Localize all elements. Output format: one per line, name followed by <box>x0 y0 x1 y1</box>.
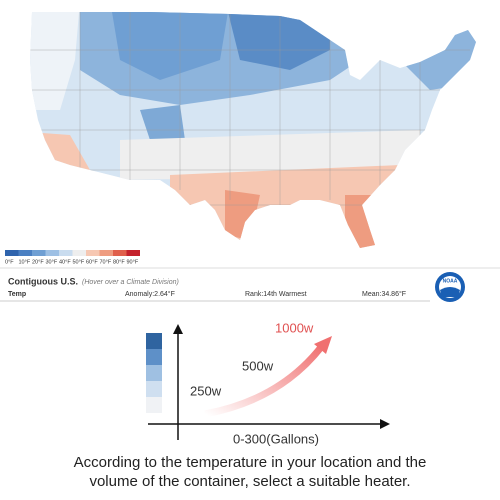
level <box>146 381 162 397</box>
rank: Rank:14th Warmest <box>245 291 307 298</box>
logo-text: NOAA <box>443 278 458 284</box>
power-label: 500w <box>242 358 274 373</box>
legend-swatch <box>59 250 73 256</box>
legend-label: 20°F <box>32 259 44 265</box>
parameter: Temp <box>8 291 26 298</box>
legend-swatch <box>72 250 86 256</box>
level <box>146 333 162 349</box>
growth-arrow <box>204 343 325 418</box>
legend-swatch <box>86 250 100 256</box>
legend-swatch <box>18 250 32 256</box>
arrowhead <box>380 419 390 429</box>
climate-map <box>30 12 476 248</box>
level <box>146 365 162 381</box>
arrowhead <box>314 336 332 354</box>
legend-label: 30°F <box>46 259 58 265</box>
legend-label: 90°F <box>127 259 139 265</box>
legend-label: 60°F <box>86 259 98 265</box>
power-label: 1000w <box>275 320 314 335</box>
legend-label: 10°F <box>19 259 31 265</box>
x-axis-label: 0-300(Gallons) <box>233 431 319 446</box>
mean: Mean:34.86°F <box>362 290 406 298</box>
legend-swatch <box>99 250 113 256</box>
legend-swatch <box>45 250 59 256</box>
color-legend: 0°F 10°F 20°F 30°F 40°F 50°F 60°F 70°F 80°F 90°F <box>5 250 140 265</box>
level <box>146 349 162 365</box>
caption: volume of the container, select a suitab… <box>89 473 410 490</box>
legend-swatch <box>126 250 140 256</box>
hint: (Hover over a Climate Division) <box>82 279 179 286</box>
legend-swatch <box>32 250 46 256</box>
power-label: 250w <box>190 383 222 398</box>
anomaly: Anomaly:2.64°F <box>125 290 175 298</box>
diagram: 250w 500w 1000w 0-300(Gallons) <box>146 320 390 446</box>
level <box>146 397 162 413</box>
legend-label: 70°F <box>100 259 112 265</box>
legend-label: 80°F <box>113 259 125 265</box>
legend-label: 40°F <box>59 259 71 265</box>
legend-swatch <box>113 250 127 256</box>
caption: According to the temperature in your loc… <box>74 454 427 471</box>
logo-wave <box>440 287 460 297</box>
region: Contiguous U.S. <box>8 276 78 286</box>
arrowhead <box>173 324 183 334</box>
legend-label: 0°F <box>5 259 14 265</box>
legend-swatch <box>5 250 19 256</box>
legend-label: 50°F <box>73 259 85 265</box>
